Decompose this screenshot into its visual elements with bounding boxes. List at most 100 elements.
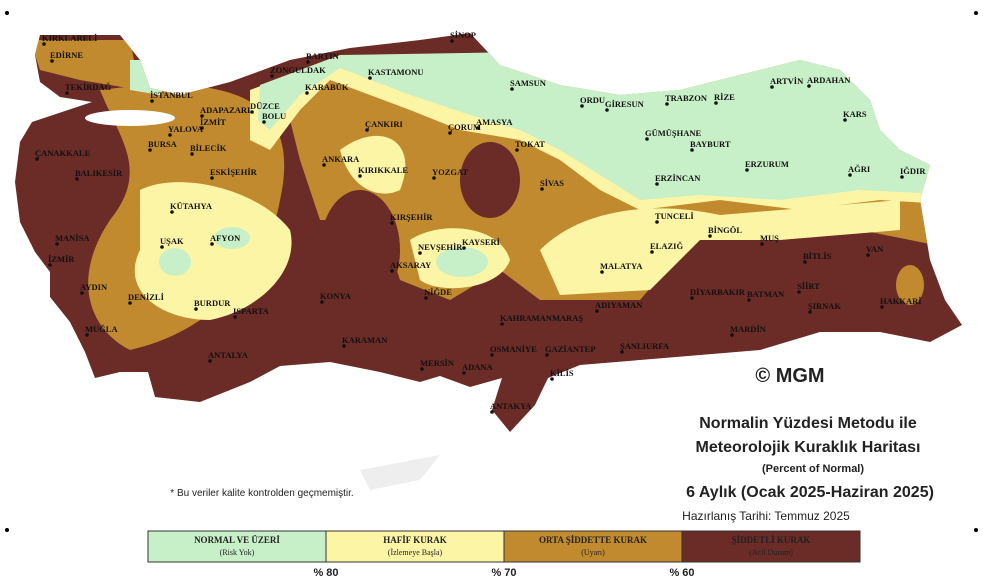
city-label: MERSİN xyxy=(420,358,455,368)
city-label: KASTAMONU xyxy=(368,67,424,77)
drought-zones xyxy=(20,40,960,351)
city-dot xyxy=(190,152,194,156)
city-label: ADANA xyxy=(462,362,494,372)
city-dot xyxy=(595,309,599,313)
legend-label: HAFİF KURAK xyxy=(383,535,446,545)
city-label: ARDAHAN xyxy=(807,75,851,85)
city-dot xyxy=(645,137,649,141)
severe-zone xyxy=(20,140,100,260)
city-dot xyxy=(305,91,309,95)
city-label: ANTAKYA xyxy=(490,401,532,411)
city-label: MANİSA xyxy=(55,233,90,243)
normal-zone xyxy=(159,248,191,276)
city-dot xyxy=(545,353,549,357)
city-label: GİRESUN xyxy=(605,99,645,109)
city-label: HAKKARİ xyxy=(880,296,922,306)
legend-threshold: % 80 xyxy=(313,567,338,579)
city-dot xyxy=(808,310,812,314)
city-dot xyxy=(690,296,694,300)
legend-sublabel: (Acil Durum) xyxy=(749,548,793,557)
city-label: ZONGULDAK xyxy=(270,65,326,75)
city-dot xyxy=(35,157,39,161)
city-label: ELAZIĞ xyxy=(650,241,683,251)
city-dot xyxy=(48,263,52,267)
city-dot xyxy=(880,305,884,309)
city-dot xyxy=(322,163,326,167)
city-label: ÇORUM xyxy=(448,122,481,132)
city-label: AĞRI xyxy=(848,164,871,174)
legend-threshold: % 60 xyxy=(669,567,694,579)
city-dot xyxy=(515,148,519,152)
legend-label: ORTA ŞİDDETTE KURAK xyxy=(539,535,647,545)
city-label: BURSA xyxy=(148,139,178,149)
city-dot xyxy=(510,87,514,91)
city-label: DENİZLİ xyxy=(128,292,165,302)
city-label: BOLU xyxy=(262,111,286,121)
city-label: İZMİT xyxy=(200,117,226,127)
city-label: BURDUR xyxy=(194,298,231,308)
city-label: TUNCELİ xyxy=(655,211,694,221)
city-dot xyxy=(745,168,749,172)
city-label: BİLECİK xyxy=(190,143,227,153)
city-dot xyxy=(848,173,852,177)
city-dot xyxy=(42,42,46,46)
moderate-zone xyxy=(896,265,924,305)
mild-zone xyxy=(134,182,292,320)
city-label: ESKİŞEHİR xyxy=(210,167,258,177)
city-label: KONYA xyxy=(320,291,352,301)
city-dot xyxy=(450,39,454,43)
city-dot xyxy=(85,333,89,337)
city-dot xyxy=(650,250,654,254)
city-dot xyxy=(655,220,659,224)
city-dot xyxy=(476,126,480,130)
legend-sublabel: (Uyarı) xyxy=(581,548,605,557)
city-label: ADIYAMAN xyxy=(595,300,643,310)
city-label: TRABZON xyxy=(665,93,708,103)
city-dot xyxy=(342,344,346,348)
city-dot xyxy=(900,175,904,179)
mild-zone xyxy=(340,135,406,194)
city-dot xyxy=(168,133,172,137)
map-period: 6 Aylık (Ocak 2025-Haziran 2025) xyxy=(686,484,934,501)
city-label: ÇANAKKALE xyxy=(35,148,91,158)
moderate-zone xyxy=(30,40,140,90)
legend-label: ŞİDDETLİ KURAK xyxy=(732,535,811,545)
city-label: IĞDIR xyxy=(900,166,926,176)
city-label: SİİRT xyxy=(797,281,820,291)
city-dot xyxy=(665,102,669,106)
prepared-date: Hazırlanış Tarihi: Temmuz 2025 xyxy=(682,509,850,523)
city-label: İZMİR xyxy=(48,254,75,264)
city-label: TOKAT xyxy=(515,139,545,149)
city-dot xyxy=(747,298,751,302)
city-label: AYDIN xyxy=(80,282,108,292)
city-dot xyxy=(730,333,734,337)
legend: NORMAL VE ÜZERİ (Risk Yok) HAFİF KURAK (İzl… xyxy=(147,530,861,579)
city-dot xyxy=(365,128,369,132)
city-label: ŞIRNAK xyxy=(808,301,841,311)
city-label: EDİRNE xyxy=(50,50,83,60)
city-dot xyxy=(270,74,274,78)
legend-swatch xyxy=(147,530,327,563)
city-dot xyxy=(200,126,204,130)
city-label: NEVŞEHİR xyxy=(418,242,463,252)
city-dot xyxy=(75,177,79,181)
city-label: KAHRAMANMARAŞ xyxy=(500,313,583,323)
city-label: RİZE xyxy=(714,92,735,102)
city-dot xyxy=(600,270,604,274)
city-dot xyxy=(233,315,237,319)
city-label: YALOVA xyxy=(168,124,204,134)
city-label: ARTVİN xyxy=(770,76,804,86)
legend-label: NORMAL VE ÜZERİ xyxy=(194,535,280,545)
city-label: ERZİNCAN xyxy=(655,173,701,183)
map-title: Meteorolojik Kuraklık Haritası xyxy=(696,439,921,456)
city-dot xyxy=(358,174,362,178)
legend-sublabel: (Risk Yok) xyxy=(220,548,255,557)
map-subtitle: (Percent of Normal) xyxy=(762,463,864,475)
city-dot xyxy=(420,367,424,371)
city-label: UŞAK xyxy=(160,236,184,246)
city-label: SİNOP xyxy=(450,30,476,40)
corner-dot xyxy=(974,528,978,532)
city-dot xyxy=(170,210,174,214)
city-dot xyxy=(390,221,394,225)
city-label: AFYON xyxy=(210,233,241,243)
